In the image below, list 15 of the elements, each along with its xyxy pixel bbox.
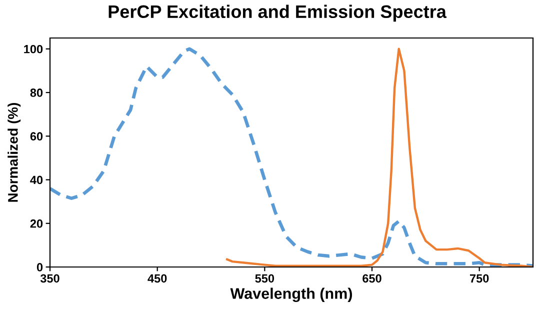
chart-title: PerCP Excitation and Emission Spectra: [108, 4, 447, 22]
y-tick-label: 40: [30, 176, 43, 184]
y-tick-label: 0: [36, 263, 43, 272]
y-tick-label: 80: [30, 88, 43, 97]
x-tick-label: 450: [148, 274, 167, 283]
x-tick-label: 650: [362, 274, 382, 283]
y-tick-label: 100: [24, 44, 43, 54]
y-tick-label: 60: [30, 132, 43, 141]
y-axis-title: Normalized (%): [8, 103, 21, 202]
x-axis-title: Wavelength (nm): [230, 288, 352, 302]
y-tick-label: 20: [30, 219, 43, 228]
line-series: [226, 48, 533, 267]
x-tick-label: 550: [255, 274, 274, 283]
x-tick-label: 750: [470, 274, 489, 283]
x-tick-label: 350: [40, 274, 60, 283]
